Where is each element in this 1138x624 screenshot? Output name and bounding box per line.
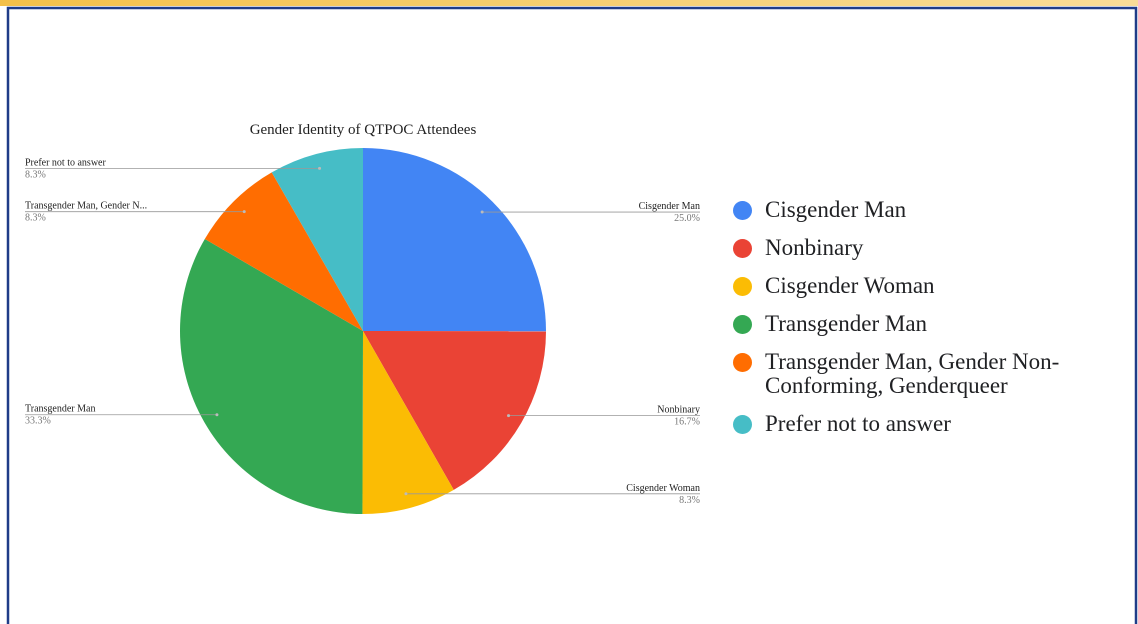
legend-label: Prefer not to answer <box>765 411 951 436</box>
slice-value-label: 8.3% <box>679 495 700 506</box>
top-bar <box>0 0 1138 6</box>
slice-value-label: 8.3% <box>25 213 46 224</box>
legend-item: Prefer not to answer <box>732 412 1132 436</box>
slice-value-label: 8.3% <box>25 169 46 180</box>
slice-value-label: 33.3% <box>25 416 51 427</box>
pie-slice <box>363 148 546 332</box>
slice-label: Transgender Man, Gender N... <box>25 201 147 212</box>
frame <box>6 6 1138 624</box>
legend-swatch <box>733 415 752 434</box>
slice-label: Nonbinary <box>657 405 700 416</box>
legend-label: Cisgender Man <box>765 197 907 222</box>
leader-dot <box>507 414 511 418</box>
legend-swatch <box>733 353 752 372</box>
legend-item: Cisgender Woman <box>732 274 1132 298</box>
legend-label: Nonbinary <box>765 235 864 260</box>
leader-dot <box>404 492 408 496</box>
legend-item: Transgender Man <box>732 312 1132 336</box>
legend-item: Cisgender Man <box>732 198 1132 222</box>
legend-swatch <box>733 315 752 334</box>
pie-slice <box>363 331 546 490</box>
slice-value-label: 16.7% <box>674 417 700 428</box>
leader-dot <box>215 413 219 417</box>
slice-label: Prefer not to answer <box>25 157 106 168</box>
slice-label: Cisgender Woman <box>626 483 700 494</box>
pie-slice <box>362 331 454 514</box>
legend-label: Cisgender Woman <box>765 273 935 298</box>
legend: Cisgender Man Nonbinary Cisgender Woman Tra… <box>732 198 1132 450</box>
legend-swatch <box>733 239 752 258</box>
slice-label: Transgender Man <box>25 404 95 415</box>
legend-item: Transgender Man, Gender Non-Conforming, … <box>732 350 1132 398</box>
legend-label: Transgender Man <box>765 311 928 336</box>
leader-dot <box>242 210 246 214</box>
legend-swatch <box>733 277 752 296</box>
chart-title: Gender Identity of QTPOC Attendees <box>250 122 477 138</box>
leader-dot <box>318 166 322 170</box>
pie-slice <box>271 148 363 331</box>
legend-label: Transgender Man, Gender Non-Conforming, … <box>765 349 1060 398</box>
pie-slice <box>180 239 363 514</box>
slice-label: Cisgender Man <box>639 201 700 212</box>
leader-dot <box>480 210 484 214</box>
legend-swatch <box>733 201 752 220</box>
legend-item: Nonbinary <box>732 236 1132 260</box>
slice-value-label: 25.0% <box>674 213 700 224</box>
